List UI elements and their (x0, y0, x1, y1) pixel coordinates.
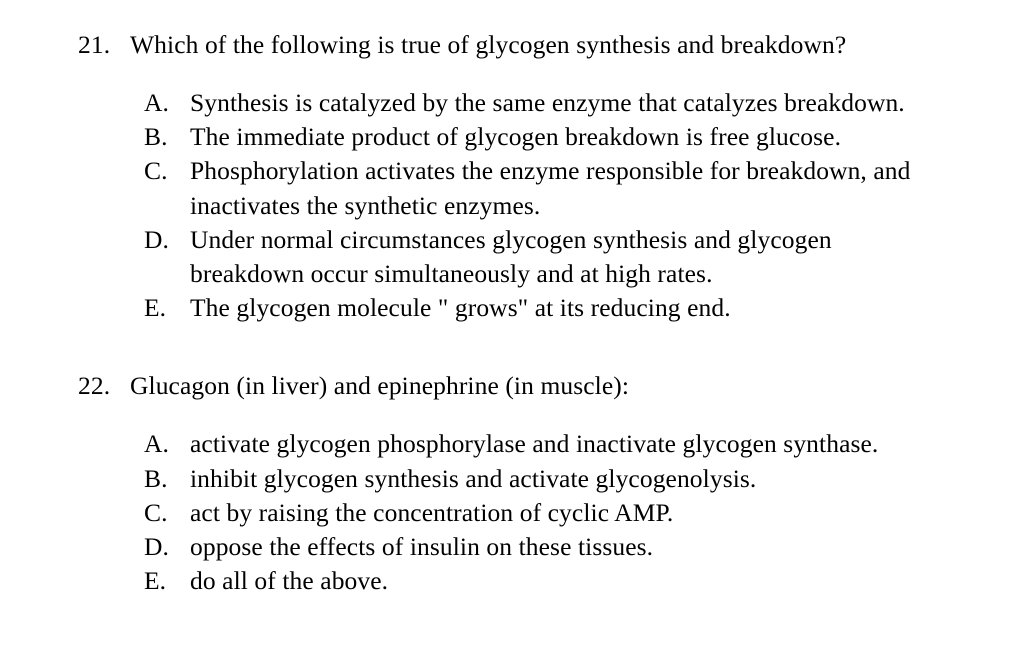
option-row: E. do all of the above. (144, 564, 955, 598)
question-number: 22. (78, 369, 130, 403)
option-text: act by raising the concentration of cycl… (190, 496, 955, 530)
option-text: do all of the above. (190, 564, 955, 598)
option-letter: B. (144, 462, 190, 496)
option-row: C. Phosphorylation activates the enzyme … (144, 154, 955, 222)
option-letter: B. (144, 120, 190, 154)
question-stem: Which of the following is true of glycog… (130, 28, 955, 62)
question-stem-row: 22. Glucagon (in liver) and epinephrine … (78, 369, 955, 403)
option-letter: A. (144, 86, 190, 120)
option-text: Phosphorylation activates the enzyme res… (190, 154, 955, 222)
question-block: 22. Glucagon (in liver) and epinephrine … (78, 369, 955, 598)
exam-page: 21. Which of the following is true of gl… (0, 0, 1015, 672)
option-row: E. The glycogen molecule " grows" at its… (144, 291, 955, 325)
option-letter: E. (144, 291, 190, 325)
option-row: A. activate glycogen phosphorylase and i… (144, 427, 955, 461)
option-text: Synthesis is catalyzed by the same enzym… (190, 86, 955, 120)
options-list: A. activate glycogen phosphorylase and i… (144, 427, 955, 598)
option-text: oppose the effects of insulin on these t… (190, 530, 955, 564)
option-row: D. oppose the effects of insulin on thes… (144, 530, 955, 564)
question-number: 21. (78, 28, 130, 62)
option-letter: C. (144, 496, 190, 530)
option-text: activate glycogen phosphorylase and inac… (190, 427, 955, 461)
option-letter: D. (144, 223, 190, 257)
option-row: B. The immediate product of glycogen bre… (144, 120, 955, 154)
option-text: The immediate product of glycogen breakd… (190, 120, 955, 154)
question-block: 21. Which of the following is true of gl… (78, 28, 955, 325)
option-text: The glycogen molecule " grows" at its re… (190, 291, 955, 325)
option-row: B. inhibit glycogen synthesis and activa… (144, 462, 955, 496)
option-row: D. Under normal circumstances glycogen s… (144, 223, 955, 291)
option-letter: C. (144, 154, 190, 188)
option-letter: E. (144, 564, 190, 598)
options-list: A. Synthesis is catalyzed by the same en… (144, 86, 955, 325)
option-text: Under normal circumstances glycogen synt… (190, 223, 955, 291)
option-row: A. Synthesis is catalyzed by the same en… (144, 86, 955, 120)
option-row: C. act by raising the concentration of c… (144, 496, 955, 530)
option-letter: A. (144, 427, 190, 461)
option-letter: D. (144, 530, 190, 564)
question-stem: Glucagon (in liver) and epinephrine (in … (130, 369, 955, 403)
question-stem-row: 21. Which of the following is true of gl… (78, 28, 955, 62)
option-text: inhibit glycogen synthesis and activate … (190, 462, 955, 496)
